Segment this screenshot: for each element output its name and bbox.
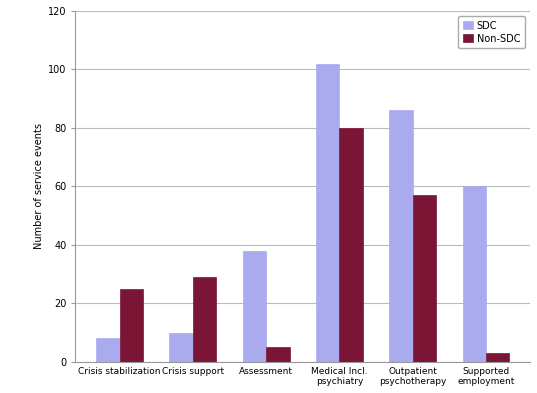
Bar xyxy=(462,186,486,362)
Bar xyxy=(389,110,412,362)
Bar xyxy=(243,251,266,362)
Bar xyxy=(169,332,193,362)
Bar xyxy=(193,277,216,362)
Bar xyxy=(339,128,363,362)
Bar xyxy=(120,289,143,362)
Y-axis label: Number of service events: Number of service events xyxy=(34,123,44,250)
Bar xyxy=(266,347,289,362)
Bar xyxy=(486,353,510,362)
Bar xyxy=(96,338,120,362)
Bar xyxy=(316,64,339,362)
Bar xyxy=(412,195,436,362)
Legend: SDC, Non-SDC: SDC, Non-SDC xyxy=(459,16,525,48)
